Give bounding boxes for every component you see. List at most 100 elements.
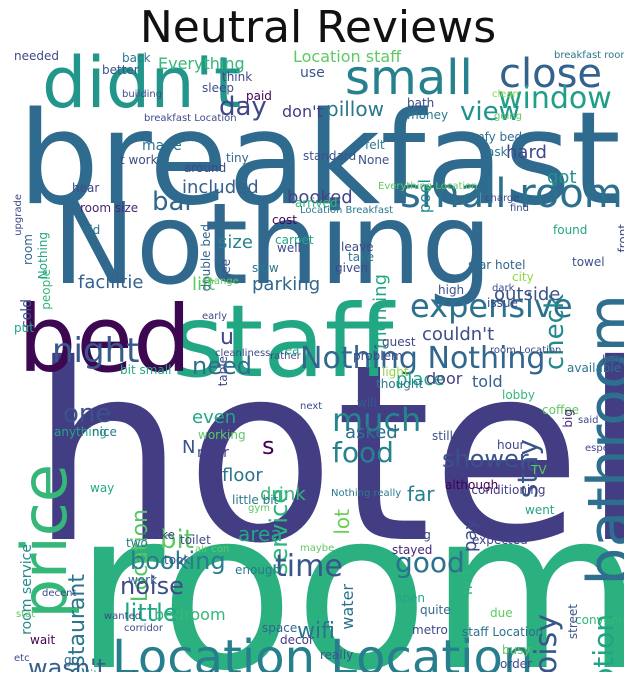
cloud-word: felt [365, 138, 385, 152]
cloud-word: although [445, 478, 499, 492]
cloud-word: small [345, 50, 473, 106]
cloud-word: carpet [275, 233, 314, 247]
cloud-word: cleanliness [215, 348, 271, 359]
cloud-word: way [90, 481, 115, 495]
cloud-word: etc [14, 653, 30, 664]
cloud-word: paid [246, 89, 272, 103]
cloud-word: working [198, 428, 246, 442]
cloud-word: bath [407, 96, 435, 110]
cloud-word: busy [502, 643, 531, 657]
cloud-word: even [192, 407, 237, 428]
cloud-word: leave [341, 240, 374, 254]
cloud-word: hear [72, 181, 100, 195]
cloud-word: especially [585, 443, 624, 454]
cloud-word: thing [400, 528, 431, 542]
cloud-word: lot [330, 509, 354, 535]
cloud-word: food [332, 436, 394, 469]
cloud-word: told [472, 372, 503, 391]
cloud-word: elevator [202, 669, 252, 672]
cloud-word: little bit [232, 493, 279, 507]
cloud-word: star hotel [468, 258, 526, 272]
cloud-word: put [14, 321, 34, 335]
cloud-word: room [74, 463, 624, 672]
cloud-word: hot [457, 569, 476, 596]
cloud-word: high [438, 283, 465, 297]
cloud-word: Nothing really [331, 488, 402, 499]
cloud-word: light [382, 365, 409, 379]
cloud-word: work [128, 573, 158, 587]
cloud-word: got [547, 167, 577, 188]
cloud-word: staff [172, 283, 394, 400]
cloud-word: Location Location [112, 630, 534, 672]
cloud-word: think [222, 70, 253, 84]
cloud-word: went [525, 503, 555, 517]
cloud-word: near [197, 445, 229, 461]
cloud-word: lift [192, 274, 216, 295]
cloud-word: arrived [295, 196, 338, 210]
cloud-word: ask [487, 145, 508, 159]
cloud-word: thought [376, 377, 424, 391]
cloud-word: two [126, 536, 148, 550]
cloud-word: need [192, 352, 252, 380]
cloud-word: dark [492, 283, 515, 294]
cloud-word: good [395, 546, 465, 579]
cloud-word: hotel [30, 312, 624, 597]
cloud-word: Everything Location [378, 181, 478, 192]
cloud-word: said [578, 415, 599, 426]
cloud-word: charge [485, 193, 520, 204]
cloud-word: big [561, 409, 575, 428]
cloud-word: back [122, 51, 151, 65]
cloud-word: front [616, 224, 624, 253]
cloud-word: still [432, 429, 453, 443]
cloud-word: convenient [575, 613, 624, 627]
cloud-word: bit small [120, 363, 172, 377]
cloud-word: go [64, 653, 79, 667]
cloud-word: standard [303, 149, 357, 163]
cloud-word: don't [282, 102, 323, 121]
cloud-word: Nothing Nothing [300, 341, 546, 376]
cloud-word: room service [19, 544, 35, 635]
cloud-word: problem [353, 349, 403, 363]
cloud-word: hard [506, 142, 547, 163]
cloud-word: check [540, 294, 570, 371]
cloud-word: outside [494, 284, 561, 305]
cloud-word: upgrade [13, 194, 24, 236]
cloud-word: room [21, 234, 35, 266]
cloud-word: area [238, 522, 283, 546]
cloud-word: noisy [529, 614, 564, 672]
cloud-word: really [320, 648, 354, 662]
cloud-word: money [407, 108, 449, 122]
cloud-word: towel [572, 255, 605, 269]
cloud-word: building [122, 89, 163, 100]
cloud-word: parking [252, 274, 321, 295]
cloud-word: rather [270, 351, 301, 362]
cloud-word: one [63, 399, 112, 429]
cloud-word: made [142, 138, 182, 154]
cloud-word: room size [80, 201, 139, 215]
cloud-word: decor [280, 633, 314, 647]
cloud-word: tiny [226, 151, 249, 165]
cloud-word: Location Breakfast [300, 205, 394, 216]
cloud-word: night [52, 331, 140, 371]
cloud-word: booked [287, 187, 353, 208]
cloud-word: Everything [158, 54, 245, 73]
cloud-word: Nothing [52, 180, 493, 310]
cloud-word: find [510, 203, 529, 214]
cloud-word: old [82, 223, 101, 237]
cloud-word: breakfast [18, 85, 621, 234]
cloud-word: wait [30, 633, 56, 647]
word-cloud: hotel room breakfast Nothing staff bed didn't b… [12, 44, 624, 672]
cloud-word: change [202, 276, 239, 287]
cloud-word: floor [222, 465, 263, 486]
cloud-word: better [102, 63, 139, 77]
cloud-word: well [277, 241, 301, 255]
cloud-word: drink [260, 484, 306, 505]
cloud-word: issue [487, 296, 518, 310]
cloud-word: due [490, 606, 513, 620]
cloud-word: N [182, 437, 196, 458]
cloud-word: size [218, 232, 253, 253]
cloud-word: London [132, 669, 176, 672]
cloud-word: time [275, 549, 343, 584]
cloud-word: little [124, 599, 178, 627]
cloud-word: street [566, 604, 580, 640]
